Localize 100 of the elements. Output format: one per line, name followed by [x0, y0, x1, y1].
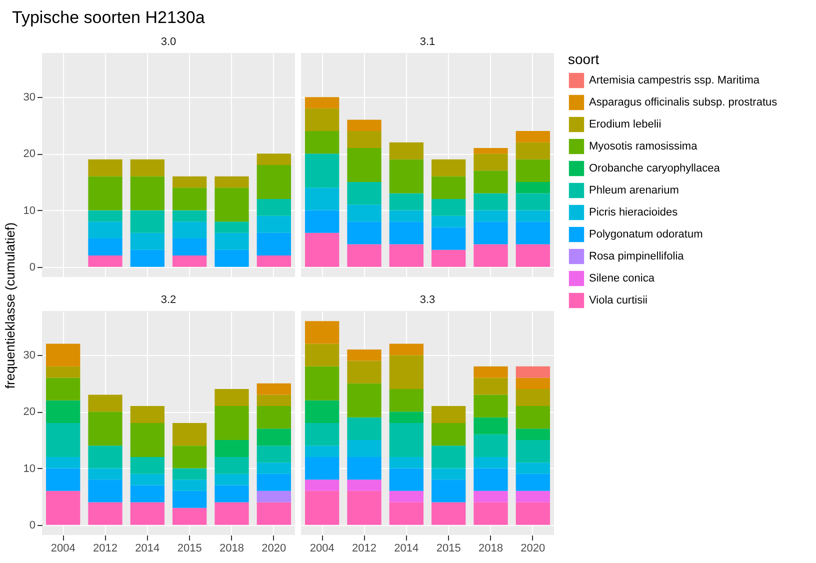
bar	[256, 462, 291, 474]
bar	[305, 210, 340, 233]
bar	[389, 468, 424, 491]
bar	[516, 440, 550, 463]
y-tick-label: 20	[23, 406, 36, 418]
bar	[256, 198, 291, 216]
bar	[46, 378, 80, 400]
bar	[474, 456, 508, 468]
bar	[256, 406, 291, 429]
bar	[305, 366, 340, 400]
bar	[130, 176, 164, 210]
bar	[516, 222, 550, 244]
bar	[256, 165, 291, 199]
x-tick-label: 2018	[220, 542, 244, 554]
bar	[214, 456, 249, 474]
bar	[256, 474, 291, 491]
x-tick-label: 2015	[177, 542, 202, 554]
bar	[474, 417, 508, 434]
bar	[88, 502, 122, 525]
bar	[130, 423, 164, 457]
bar	[347, 148, 382, 182]
bar	[88, 256, 122, 267]
bar	[214, 188, 249, 222]
y-tick-label: 10	[23, 462, 36, 475]
bar	[256, 428, 291, 446]
bar	[172, 446, 207, 468]
legend-label: Polygonatum odoratum	[589, 228, 703, 240]
bar	[474, 148, 508, 154]
bar	[305, 131, 340, 154]
bar	[474, 434, 508, 457]
bar	[474, 378, 508, 395]
bar	[305, 423, 340, 446]
x-tick-label: 2012	[352, 542, 376, 554]
y-tick-label: 0	[29, 519, 36, 532]
bar	[474, 154, 508, 171]
bar	[256, 383, 291, 395]
legend-label: Myosotis ramosissima	[589, 140, 698, 152]
bar	[172, 490, 207, 508]
bar	[88, 394, 122, 412]
bar	[214, 502, 249, 525]
bar	[46, 400, 80, 423]
bar	[88, 468, 122, 480]
x-tick-label: 2015	[436, 542, 461, 554]
bar	[474, 468, 508, 491]
bar	[516, 159, 550, 182]
bar	[88, 238, 122, 256]
bar	[389, 142, 424, 160]
bar	[214, 232, 249, 250]
bar	[172, 508, 207, 525]
bar	[305, 188, 340, 210]
bar	[172, 222, 207, 239]
bar	[172, 238, 207, 256]
bar	[172, 176, 207, 188]
bar	[214, 176, 249, 188]
bar	[88, 159, 122, 176]
legend-label: Silene conica	[589, 272, 656, 284]
legend-label: Phleum arenarium	[589, 184, 679, 196]
bar	[172, 256, 207, 267]
bar	[172, 423, 207, 446]
bar	[88, 480, 122, 502]
bar	[214, 474, 249, 486]
bar	[516, 428, 550, 440]
chart-title: 3.1	[420, 36, 436, 48]
bar	[256, 490, 291, 502]
bar	[474, 490, 508, 502]
bar	[214, 406, 249, 440]
bar	[516, 210, 550, 222]
bar	[432, 480, 466, 502]
bar	[214, 250, 249, 267]
bar	[130, 502, 164, 525]
bar	[347, 204, 382, 222]
legend-title: soort	[568, 51, 600, 67]
bar	[516, 193, 550, 210]
bar	[88, 210, 122, 222]
legend-label: Picris hieracioides	[589, 206, 678, 218]
bar	[432, 468, 466, 480]
bar	[516, 490, 550, 502]
legend-label: Rosa pimpinellifolia	[589, 250, 685, 262]
bar	[347, 417, 382, 440]
legend-label: Viola curtisii	[589, 294, 648, 306]
bar	[432, 216, 466, 228]
bar	[347, 360, 382, 384]
bar	[516, 502, 550, 525]
bar	[432, 176, 466, 199]
bar	[347, 456, 382, 480]
bar	[214, 440, 249, 457]
bar	[347, 222, 382, 244]
bar	[46, 456, 80, 468]
bar	[130, 456, 164, 474]
bar	[389, 490, 424, 502]
bar	[516, 182, 550, 194]
text: Typische soorten H2130a	[12, 8, 205, 28]
bar	[432, 423, 466, 446]
bar	[474, 222, 508, 244]
bar	[389, 423, 424, 457]
bar	[88, 446, 122, 468]
legend-label: Orobanche caryophyllacea	[589, 162, 721, 174]
bar	[516, 378, 550, 390]
bar	[305, 321, 340, 344]
bar	[305, 480, 340, 491]
